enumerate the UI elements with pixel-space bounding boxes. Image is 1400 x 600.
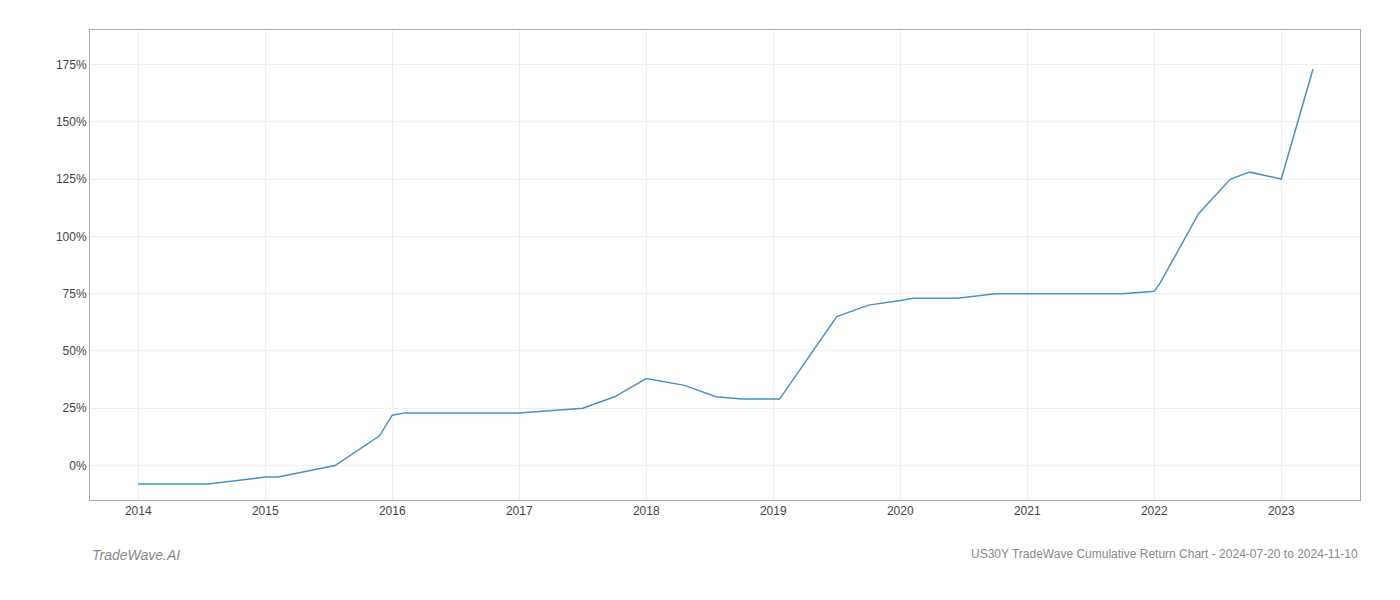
svg-text:2015: 2015 bbox=[252, 504, 279, 518]
svg-text:2014: 2014 bbox=[125, 504, 152, 518]
svg-text:2023: 2023 bbox=[1268, 504, 1295, 518]
svg-text:50%: 50% bbox=[63, 344, 87, 358]
svg-text:2016: 2016 bbox=[379, 504, 406, 518]
svg-text:150%: 150% bbox=[56, 115, 87, 129]
svg-text:2017: 2017 bbox=[506, 504, 533, 518]
svg-text:TradeWave.AI: TradeWave.AI bbox=[92, 547, 180, 563]
svg-text:2021: 2021 bbox=[1014, 504, 1041, 518]
svg-text:2019: 2019 bbox=[760, 504, 787, 518]
svg-text:2018: 2018 bbox=[633, 504, 660, 518]
svg-text:25%: 25% bbox=[63, 401, 87, 415]
svg-text:100%: 100% bbox=[56, 230, 87, 244]
svg-text:US30Y TradeWave Cumulative Ret: US30Y TradeWave Cumulative Return Chart … bbox=[971, 547, 1358, 561]
svg-text:175%: 175% bbox=[56, 58, 87, 72]
svg-text:2020: 2020 bbox=[887, 504, 914, 518]
svg-text:2022: 2022 bbox=[1141, 504, 1168, 518]
svg-text:125%: 125% bbox=[56, 172, 87, 186]
svg-text:0%: 0% bbox=[69, 459, 87, 473]
svg-text:75%: 75% bbox=[63, 287, 87, 301]
